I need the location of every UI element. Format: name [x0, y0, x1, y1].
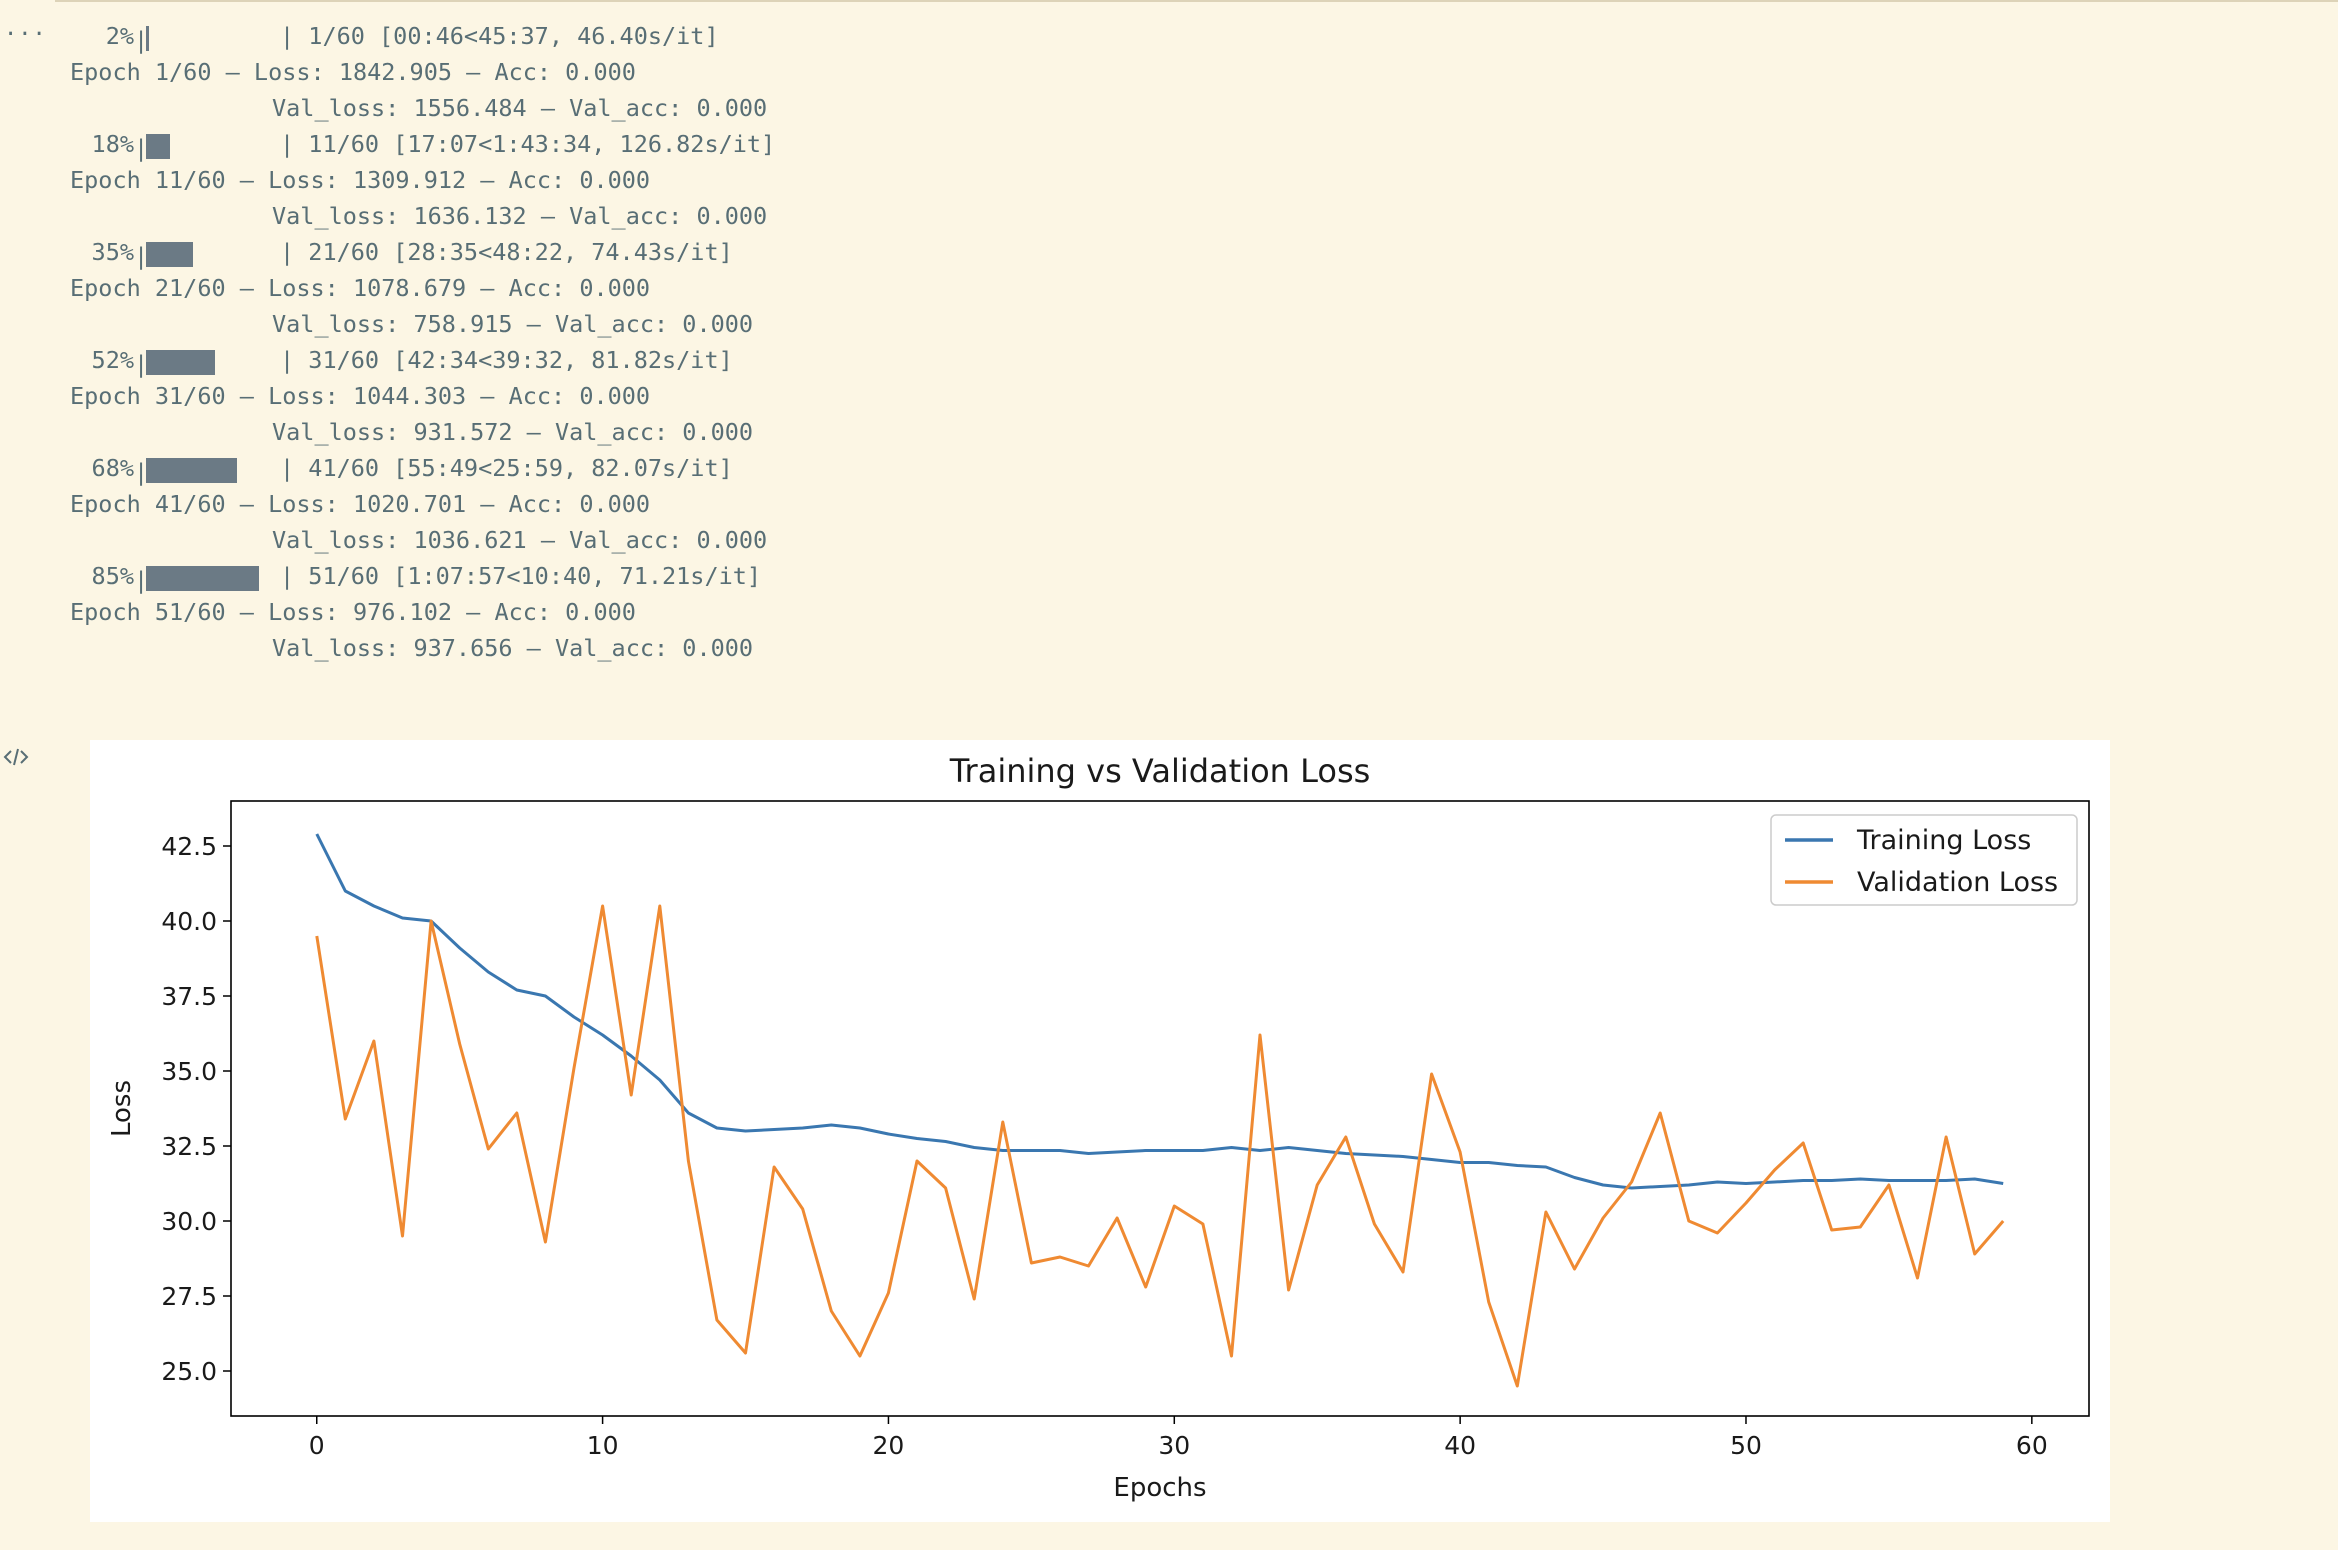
progress-percent: 68% [91, 454, 134, 482]
progress-line: 18% | | 11/60 [17:07<1:43:34, 126.82s/it] [70, 126, 776, 162]
loss-chart: Training vs Validation Loss 0 10 20 30 40 50 60… [90, 740, 2110, 1522]
progress-percent: 35% [91, 238, 134, 266]
val-line: Val_loss: 931.572 – Val_acc: 0.000 [272, 418, 754, 446]
y-tick-label: 37.5 [161, 982, 217, 1011]
y-axis-label: Loss [107, 1080, 137, 1137]
progress-info: | 51/60 [1:07:57<10:40, 71.21s/it] [280, 562, 762, 590]
val-line: Val_loss: 1036.621 – Val_acc: 0.000 [272, 526, 768, 554]
y-tick-label: 27.5 [161, 1282, 217, 1311]
code-icon[interactable] [2, 744, 30, 770]
legend-label: Validation Loss [1857, 867, 2058, 898]
progress-bar-fill [146, 458, 237, 483]
x-tick-label: 0 [309, 1431, 325, 1460]
progress-bar-fill [146, 134, 170, 159]
y-tick-label: 40.0 [161, 907, 217, 936]
x-axis-label: Epochs [1113, 1473, 1206, 1503]
epoch-line: Epoch 1/60 – Loss: 1842.905 – Acc: 0.000 [70, 58, 636, 86]
x-tick-label: 20 [873, 1431, 905, 1460]
progress-info: | 41/60 [55:49<25:59, 82.07s/it] [280, 454, 733, 482]
progress-bar: | [134, 563, 280, 594]
legend-box [1770, 814, 2078, 906]
val-line: Val_loss: 1556.484 – Val_acc: 0.000 [272, 94, 768, 122]
progress-bar: | [134, 26, 149, 54]
progress-line: 52% | | 31/60 [42:34<39:32, 81.82s/it] [70, 342, 775, 378]
plot-frame [230, 800, 2090, 1417]
progress-percent: 52% [91, 346, 134, 374]
series-line-validation [315, 904, 2005, 1388]
progress-bar-fill [146, 350, 215, 375]
y-tick-label: 30.0 [161, 1207, 217, 1236]
series-line-training [315, 833, 2004, 1190]
x-tick-label: 60 [2016, 1431, 2048, 1460]
y-tick-label: 35.0 [161, 1057, 217, 1086]
cell-top-border [55, 0, 2338, 2]
x-tick-label: 40 [1444, 1431, 1476, 1460]
progress-line: 2% | | 1/60 [00:46<45:37, 46.40s/it] [70, 18, 775, 54]
epoch-line: Epoch 11/60 – Loss: 1309.912 – Acc: 0.00… [70, 166, 651, 194]
y-tick-label: 32.5 [161, 1132, 217, 1161]
progress-info: | 21/60 [28:35<48:22, 74.43s/it] [280, 238, 733, 266]
val-line: Val_loss: 1636.132 – Val_acc: 0.000 [272, 202, 768, 230]
x-tick-label: 10 [587, 1431, 619, 1460]
x-tick-label: 50 [1730, 1431, 1762, 1460]
progress-bar: | [134, 131, 280, 162]
chart-title: Training vs Validation Loss [949, 752, 1371, 790]
loss-chart-svg: Training vs Validation Loss 0 10 20 30 40 50 60… [90, 740, 2110, 1522]
val-line: Val_loss: 758.915 – Val_acc: 0.000 [272, 310, 754, 338]
output-collapse-ellipsis[interactable]: ... [4, 16, 47, 41]
progress-line: 35% | | 21/60 [28:35<48:22, 74.43s/it] [70, 234, 775, 270]
progress-bar-fill [146, 26, 149, 51]
progress-info: | 1/60 [00:46<45:37, 46.40s/it] [280, 22, 719, 50]
epoch-line: Epoch 21/60 – Loss: 1078.679 – Acc: 0.00… [70, 274, 651, 302]
legend-label: Training Loss [1856, 825, 2031, 856]
progress-info: | 31/60 [42:34<39:32, 81.82s/it] [280, 346, 733, 374]
epoch-line: Epoch 51/60 – Loss: 976.102 – Acc: 0.000 [70, 598, 636, 626]
progress-line: 85% | | 51/60 [1:07:57<10:40, 71.21s/it] [70, 558, 775, 594]
progress-info: | 11/60 [17:07<1:43:34, 126.82s/it] [280, 130, 776, 158]
epoch-line: Epoch 31/60 – Loss: 1044.303 – Acc: 0.00… [70, 382, 651, 410]
epoch-line: Epoch 41/60 – Loss: 1020.701 – Acc: 0.00… [70, 490, 651, 518]
progress-bar: | [134, 455, 280, 486]
progress-percent: 85% [91, 562, 134, 590]
x-tick-label: 30 [1158, 1431, 1190, 1460]
y-tick-label: 25.0 [161, 1357, 217, 1386]
progress-percent: 18% [91, 130, 134, 158]
progress-percent: 2% [105, 22, 134, 50]
progress-bar-fill [146, 242, 193, 267]
progress-bar: | [134, 239, 280, 270]
y-tick-label: 42.5 [161, 832, 217, 861]
progress-line: 68% | | 41/60 [55:49<25:59, 82.07s/it] [70, 450, 775, 486]
progress-bar-fill [146, 566, 259, 591]
val-line: Val_loss: 937.656 – Val_acc: 0.000 [272, 634, 754, 662]
progress-bar: | [134, 347, 280, 378]
training-log-output: 2% | | 1/60 [00:46<45:37, 46.40s/it] Epoch … [70, 18, 775, 666]
